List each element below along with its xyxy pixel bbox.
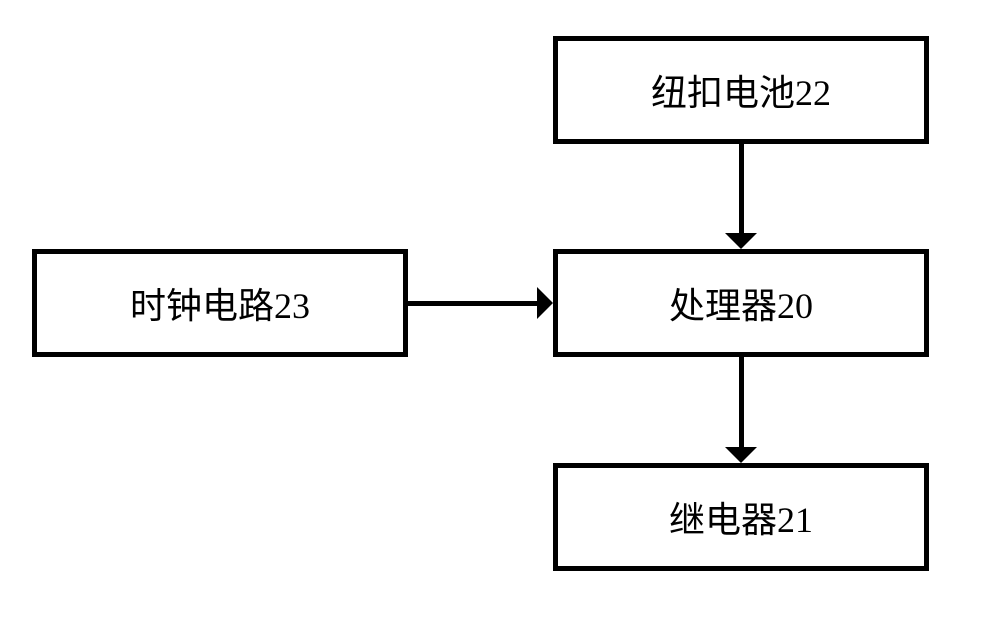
edge-line-1 (408, 301, 537, 306)
edge-head-2 (725, 447, 757, 463)
node-processor: 处理器20 (553, 249, 929, 357)
node-label: 处理器20 (669, 277, 813, 329)
node-label: 时钟电路23 (130, 277, 310, 329)
node-label: 纽扣电池22 (651, 64, 831, 116)
diagram-canvas: 纽扣电池22 时钟电路23 处理器20 继电器21 (0, 0, 1000, 624)
edge-line-0 (739, 144, 744, 233)
node-label: 继电器21 (669, 491, 813, 543)
node-battery: 纽扣电池22 (553, 36, 929, 144)
node-clock: 时钟电路23 (32, 249, 408, 357)
edge-line-2 (739, 357, 744, 447)
node-relay: 继电器21 (553, 463, 929, 571)
edge-head-1 (537, 287, 553, 319)
edge-head-0 (725, 233, 757, 249)
